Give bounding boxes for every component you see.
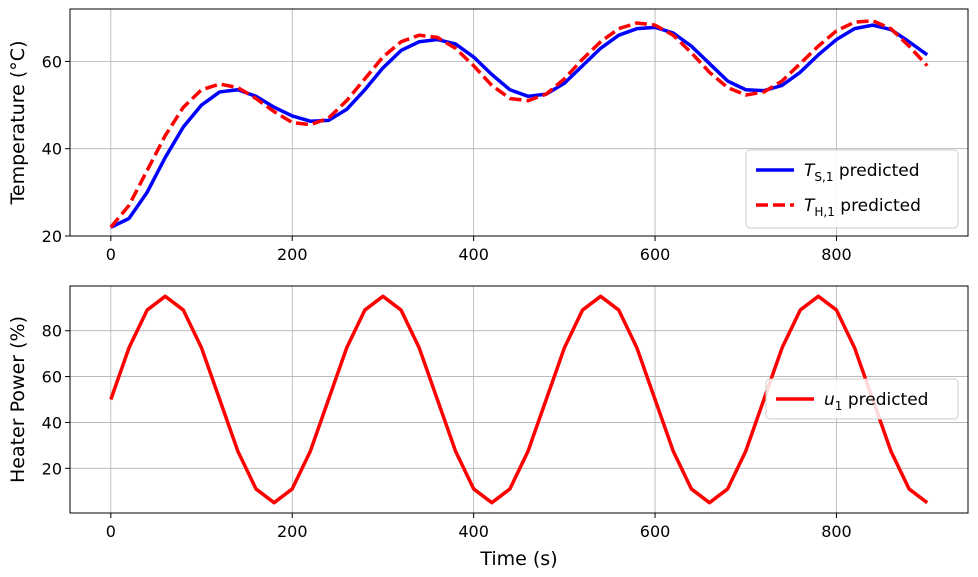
legend-math-sub: H,1 bbox=[814, 205, 834, 219]
x-tick-label: 800 bbox=[821, 522, 852, 541]
axes-frame bbox=[69, 285, 969, 514]
x-tick-label: 200 bbox=[277, 522, 308, 541]
heater-power-plot: 0 200 400 600 800 20 40 60 80 Heater Power (%) Tim… bbox=[7, 285, 969, 570]
y-tick-label: 60 bbox=[42, 368, 62, 387]
y-tick-label: 40 bbox=[42, 413, 62, 432]
legend-math-sub: 1 bbox=[835, 399, 843, 413]
x-tick-label: 400 bbox=[458, 245, 489, 264]
series-line-th1 bbox=[109, 19, 929, 229]
y-tick-label: 80 bbox=[42, 322, 62, 341]
y-tick-label: 20 bbox=[42, 227, 62, 246]
legend-label: TS,1 predicted bbox=[804, 161, 920, 184]
x-tick-label: 200 bbox=[277, 245, 308, 264]
legend-box bbox=[745, 149, 959, 229]
legend-box bbox=[765, 378, 959, 420]
legend-math-base: T bbox=[804, 196, 816, 216]
x-tick-label: 400 bbox=[458, 522, 489, 541]
y-tick-label: 60 bbox=[42, 52, 62, 71]
legend-name: predicted bbox=[842, 390, 928, 410]
y-axis-label: Heater Power (%) bbox=[7, 316, 29, 483]
series-line-u1 bbox=[109, 294, 929, 505]
legend-math-sub: S,1 bbox=[814, 170, 833, 184]
x-tick-label: 600 bbox=[640, 245, 671, 264]
y-tick-label: 20 bbox=[42, 459, 62, 478]
legend-label: TH,1 predicted bbox=[804, 196, 921, 219]
temperature-plot: 0 200 400 600 800 20 40 60 Temperature (°C) TS,1 … bbox=[7, 8, 969, 264]
x-tick-label: 0 bbox=[106, 522, 116, 541]
x-axis-label: Time (s) bbox=[479, 548, 557, 570]
legend-math-base: T bbox=[804, 161, 816, 181]
x-tick-label: 800 bbox=[821, 245, 852, 264]
legend-math-base: u bbox=[824, 390, 835, 410]
x-tick-label: 600 bbox=[640, 522, 671, 541]
legend-name: predicted bbox=[835, 196, 921, 216]
y-axis-label: Temperature (°C) bbox=[7, 41, 29, 206]
legend-label: u1 predicted bbox=[824, 390, 928, 413]
legend-name: predicted bbox=[833, 161, 919, 181]
y-tick-label: 40 bbox=[42, 140, 62, 159]
legend: u1 predicted bbox=[765, 378, 959, 420]
axes-frame bbox=[69, 8, 969, 237]
x-tick-label: 0 bbox=[106, 245, 116, 264]
